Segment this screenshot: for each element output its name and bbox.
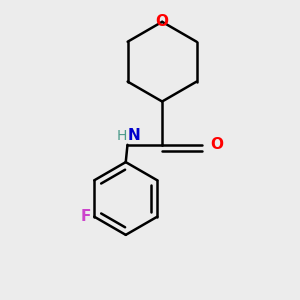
Text: N: N — [128, 128, 140, 143]
Text: O: O — [211, 137, 224, 152]
Text: H: H — [117, 129, 128, 143]
Text: O: O — [156, 14, 169, 29]
Text: F: F — [80, 209, 91, 224]
